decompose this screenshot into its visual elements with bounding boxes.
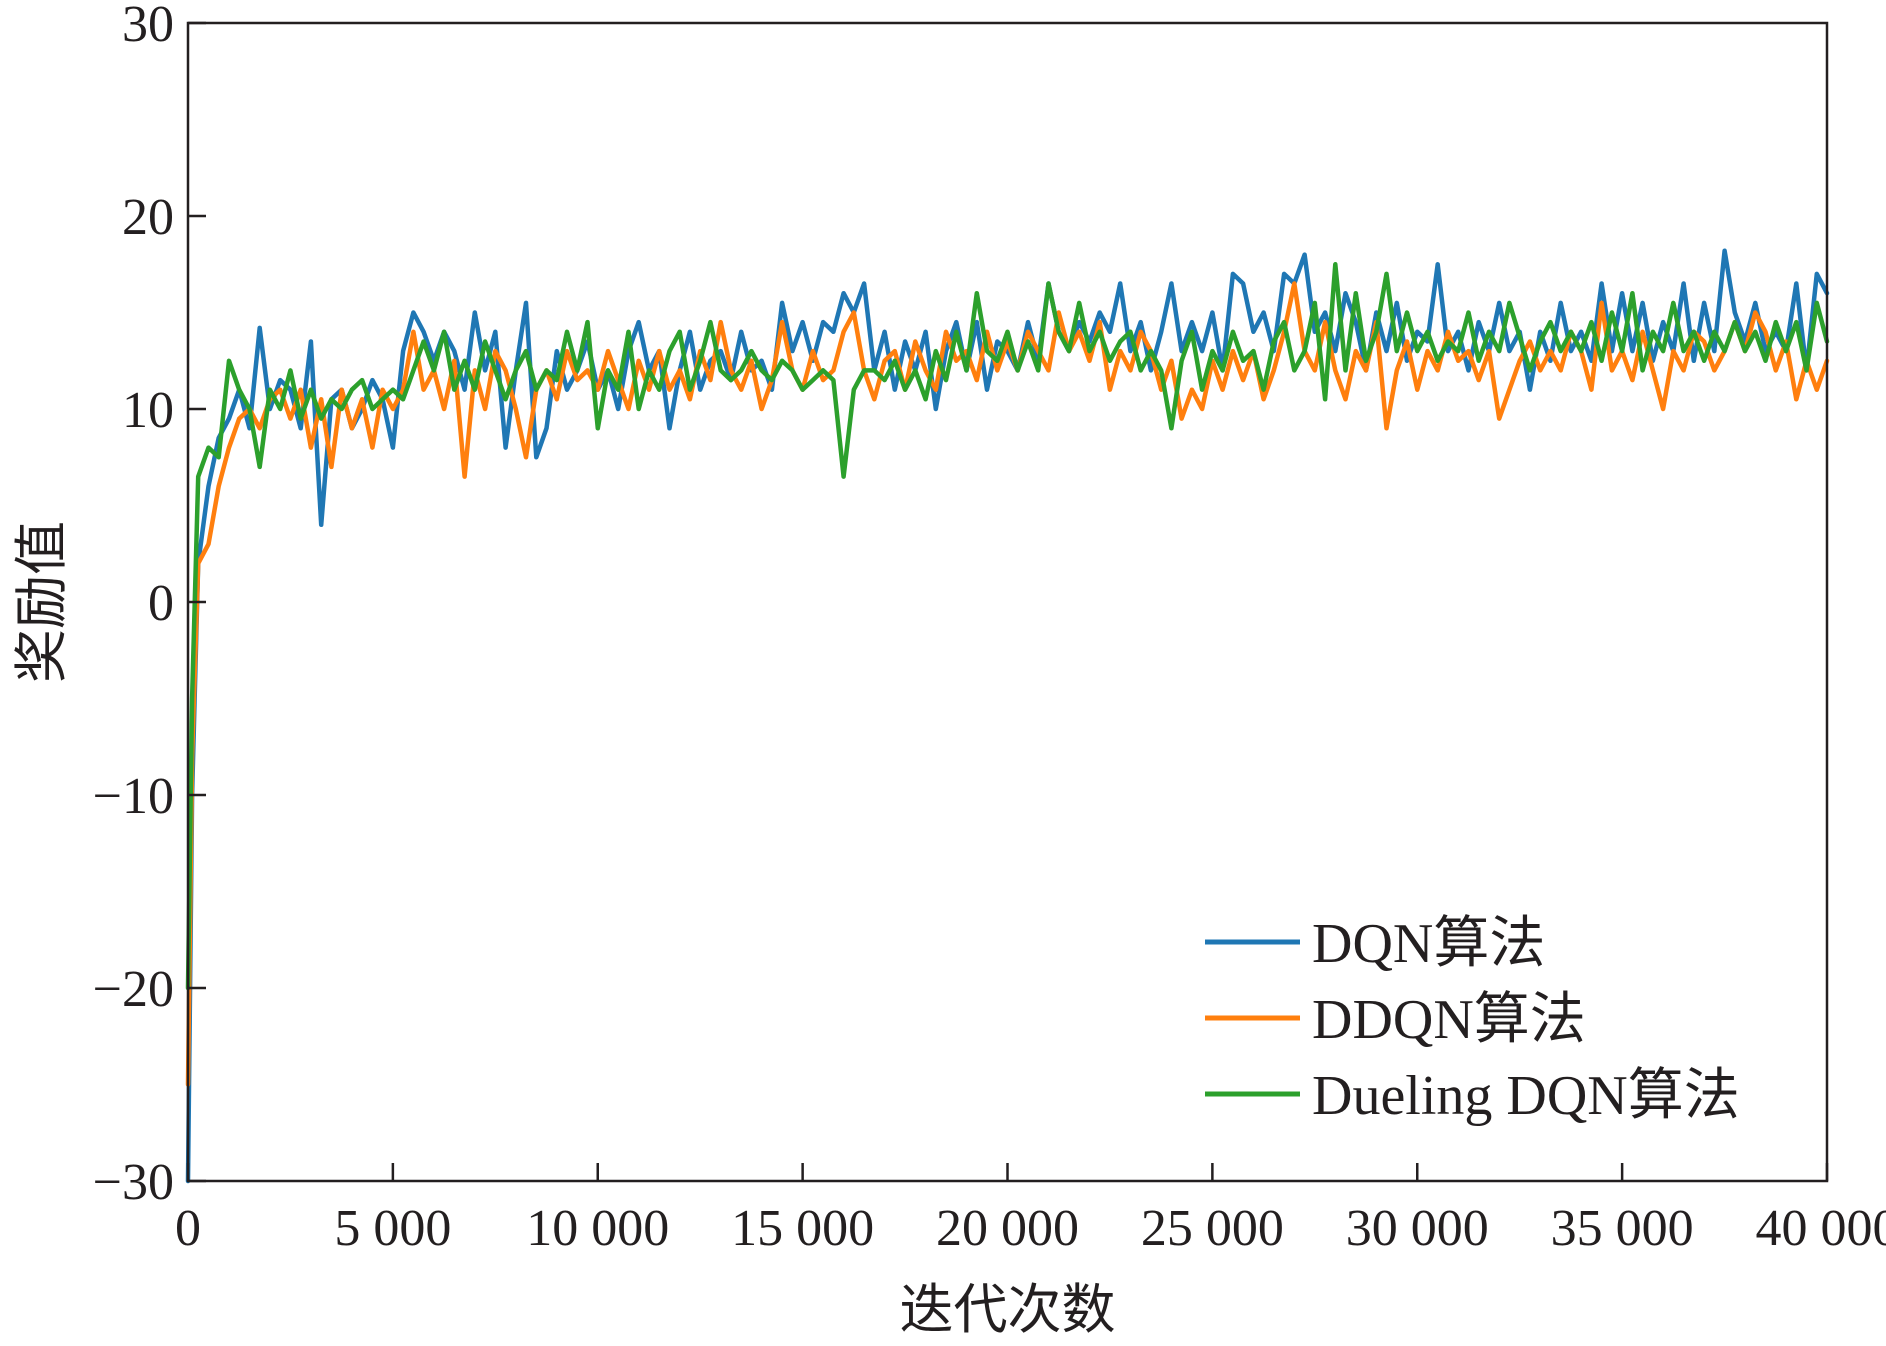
y-tick-label: 0 [148,575,174,632]
y-tick-label: 20 [122,189,174,246]
x-tick-label: 35 000 [1551,1200,1694,1257]
series-line-3 [185,262,1830,991]
x-axis-title: 迭代次数 [900,1278,1116,1341]
y-tick-label: 30 [122,0,174,53]
series-layer [185,248,1830,1184]
y-tick-label: 10 [122,382,174,439]
x-tick-label: 0 [175,1200,201,1257]
x-tick-label: 15 000 [731,1200,874,1257]
x-tick-label: 5 000 [334,1200,451,1257]
legend: DQN算法 DDQN算法 Dueling DQN算法 [1205,913,1740,1127]
x-tick-label: 30 000 [1346,1200,1489,1257]
x-tick-label: 10 000 [526,1200,669,1257]
y-tick-label: −10 [93,768,174,825]
y-tick-label: −20 [93,961,174,1018]
x-tick-label: 25 000 [1141,1200,1284,1257]
legend-label-3: Dueling DQN算法 [1312,1065,1740,1127]
series-line-2 [185,281,1830,1087]
legend-label-1: DQN算法 [1312,913,1545,975]
x-axis-ticks: 0 5 000 10 000 15 000 20 000 25 000 30 000 35 0… [175,1163,1886,1257]
x-tick-label: 40 000 [1756,1200,1886,1257]
y-axis-title: 奖励值 [10,521,73,683]
y-tick-label: −30 [93,1154,174,1211]
x-tick-label: 20 000 [936,1200,1079,1257]
legend-label-2: DDQN算法 [1312,989,1586,1051]
y-axis-ticks: −30 −20 −10 0 10 20 30 [93,0,206,1211]
